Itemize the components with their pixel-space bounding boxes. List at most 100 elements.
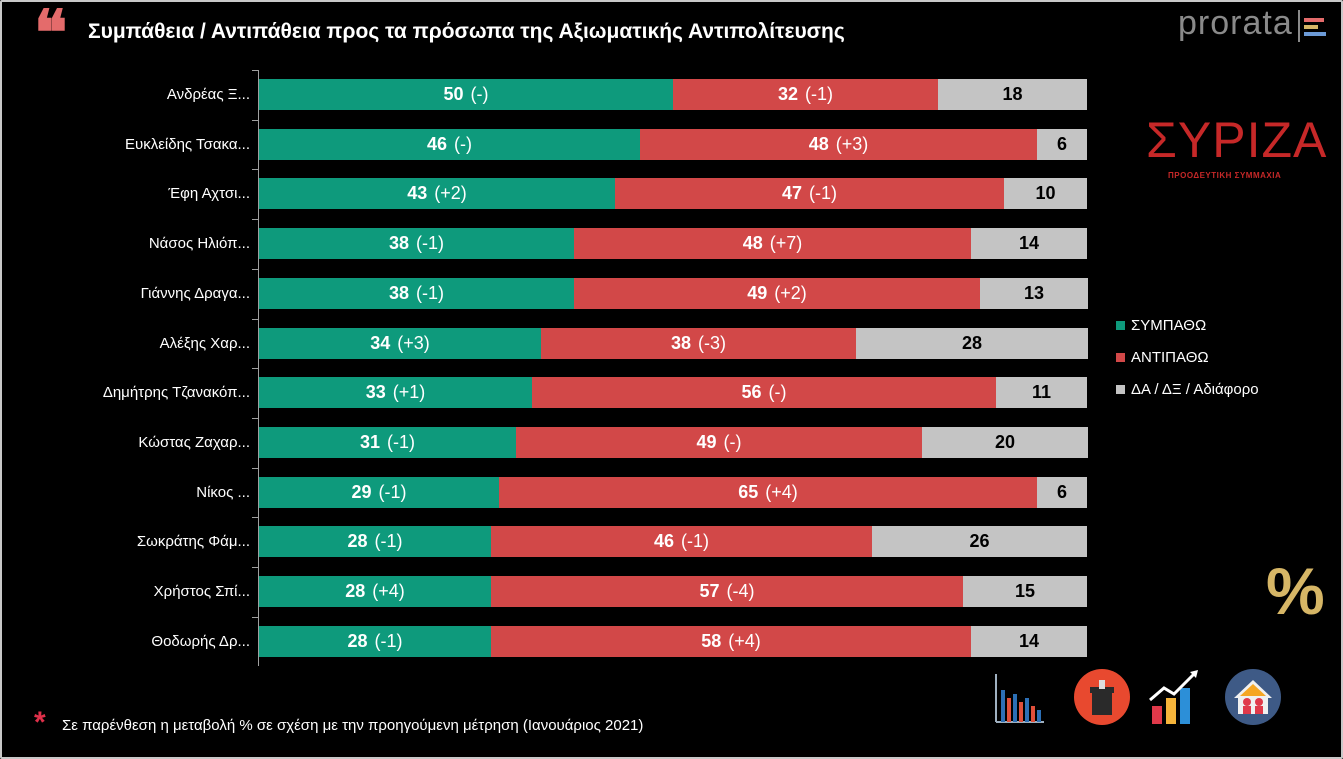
percent-icon: % xyxy=(1266,554,1325,628)
axis-tick xyxy=(252,368,258,369)
antipatho-segment: 49 (-) xyxy=(516,427,922,458)
category-label: Γιάννης Δραγα... xyxy=(140,285,250,302)
value-label: 48 xyxy=(742,233,763,253)
value-label: 28 xyxy=(961,333,983,353)
axis-tick xyxy=(252,319,258,320)
change-label: (+4) xyxy=(728,631,761,651)
category-label: Θοδωρής Δρ... xyxy=(151,633,250,650)
change-label: (-) xyxy=(723,432,742,452)
axis-tick xyxy=(252,468,258,469)
change-label: (-1) xyxy=(416,283,445,303)
value-label: 32 xyxy=(777,84,799,104)
antipatho-segment: 46 (-1) xyxy=(491,526,872,557)
value-label: 48 xyxy=(808,134,829,154)
change-label: (-4) xyxy=(726,581,755,601)
value-label: 47 xyxy=(781,183,803,203)
category-label: Χρήστος Σπί... xyxy=(153,583,250,600)
category-label: Δημήτρης Τζανακόπ... xyxy=(102,384,250,401)
category-label: Ευκλείδης Τσακα... xyxy=(125,136,250,153)
category-label: Κώστας Ζαχαρ... xyxy=(138,434,250,451)
neutral-segment: 6 xyxy=(1037,129,1087,160)
value-label: 43 xyxy=(407,183,428,203)
sympatho-segment: 28 (-1) xyxy=(259,526,491,557)
neutral-segment: 20 xyxy=(922,427,1088,458)
neutral-segment: 6 xyxy=(1037,477,1087,508)
category-label: Ανδρέας Ξ... xyxy=(166,86,250,103)
ballot-box-icon xyxy=(1074,669,1130,725)
axis-tick xyxy=(252,567,258,568)
neutral-segment: 11 xyxy=(996,377,1087,408)
sympatho-segment: 34 (+3) xyxy=(259,328,541,359)
category-label: Αλέξης Χαρ... xyxy=(159,335,250,352)
value-label: 6 xyxy=(1056,482,1067,502)
change-label: (-1) xyxy=(387,432,416,452)
antipatho-segment: 49 (+2) xyxy=(574,278,980,309)
change-label: (+3) xyxy=(835,134,869,154)
antipatho-segment: 57 (-4) xyxy=(491,576,963,607)
legend-swatch xyxy=(1116,385,1125,394)
change-label: (+4) xyxy=(765,482,798,502)
axis-tick xyxy=(252,617,258,618)
value-label: 38 xyxy=(670,333,692,353)
neutral-segment: 14 xyxy=(971,228,1087,259)
change-label: (-1) xyxy=(809,183,838,203)
sympatho-segment: 43 (+2) xyxy=(259,178,615,209)
sympatho-segment: 38 (-1) xyxy=(259,278,574,309)
brand-logo: prorata xyxy=(1178,4,1293,42)
value-label: 11 xyxy=(1031,382,1052,402)
antipatho-segment: 65 (+4) xyxy=(499,477,1037,508)
neutral-segment: 10 xyxy=(1004,178,1087,209)
value-label: 31 xyxy=(359,432,381,452)
sympatho-segment: 46 (-) xyxy=(259,129,640,160)
value-label: 46 xyxy=(653,531,675,551)
value-label: 38 xyxy=(388,233,410,253)
value-label: 28 xyxy=(345,581,366,601)
change-label: (-1) xyxy=(374,631,403,651)
antipatho-segment: 58 (+4) xyxy=(491,626,971,657)
change-label: (-3) xyxy=(698,333,727,353)
antipatho-segment: 56 (-) xyxy=(532,377,996,408)
value-label: 46 xyxy=(426,134,448,154)
change-label: (+3) xyxy=(397,333,430,353)
antipatho-segment: 32 (-1) xyxy=(673,79,938,110)
value-label: 28 xyxy=(347,531,368,551)
change-label: (+1) xyxy=(392,382,426,402)
value-label: 18 xyxy=(1002,84,1023,104)
category-label: Έφη Αχτσι... xyxy=(168,185,250,202)
legend-swatch xyxy=(1116,321,1125,330)
legend-item: ΣΥΜΠΑΘΩ xyxy=(1116,317,1206,334)
neutral-segment: 28 xyxy=(856,328,1088,359)
value-label: 15 xyxy=(1014,581,1036,601)
antipatho-segment: 47 (-1) xyxy=(615,178,1004,209)
value-label: 34 xyxy=(370,333,391,353)
neutral-segment: 13 xyxy=(980,278,1088,309)
sympatho-segment: 29 (-1) xyxy=(259,477,499,508)
value-label: 38 xyxy=(388,283,410,303)
value-label: 13 xyxy=(1023,283,1045,303)
axis-tick xyxy=(252,517,258,518)
axis-tick xyxy=(252,219,258,220)
category-label: Νίκος ... xyxy=(196,484,250,501)
syriza-logo: ΣΥΡΙΖΑ ΠΡΟΟΔΕΥΤΙΚΗ ΣΥΜΜΑΧΙΑ xyxy=(1146,115,1326,185)
change-label: (-) xyxy=(470,84,489,104)
value-label: 6 xyxy=(1056,134,1067,154)
legend-item: ΔΑ / ΔΞ / Αδιάφορο xyxy=(1116,381,1259,398)
growth-chart-icon xyxy=(1149,670,1198,724)
bar-chart-icon xyxy=(995,674,1044,723)
change-label: (+7) xyxy=(769,233,803,253)
change-label: (+4) xyxy=(372,581,405,601)
legend-label: ΔΑ / ΔΞ / Αδιάφορο xyxy=(1131,381,1259,398)
category-label: Σωκράτης Φάμ... xyxy=(136,533,250,550)
neutral-segment: 26 xyxy=(872,526,1087,557)
value-label: 14 xyxy=(1018,233,1040,253)
change-label: (-1) xyxy=(374,531,403,551)
axis-tick xyxy=(252,120,258,121)
value-label: 49 xyxy=(696,432,717,452)
antipatho-segment: 48 (+3) xyxy=(640,129,1037,160)
sympatho-segment: 50 (-) xyxy=(259,79,673,110)
value-label: 56 xyxy=(741,382,762,402)
sympatho-segment: 28 (-1) xyxy=(259,626,491,657)
quote-mark-icon: ❝ xyxy=(34,0,67,69)
value-label: 65 xyxy=(738,482,759,502)
